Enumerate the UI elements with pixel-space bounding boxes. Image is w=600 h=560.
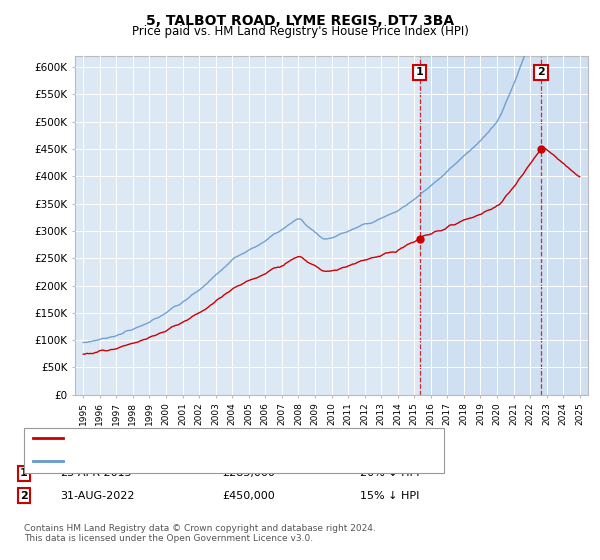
Text: 31-AUG-2022: 31-AUG-2022	[60, 491, 134, 501]
Text: 1: 1	[416, 67, 424, 77]
Text: 5, TALBOT ROAD, LYME REGIS, DT7 3BA (detached house): 5, TALBOT ROAD, LYME REGIS, DT7 3BA (det…	[69, 433, 370, 444]
Text: 23-APR-2015: 23-APR-2015	[60, 468, 131, 478]
Text: £450,000: £450,000	[222, 491, 275, 501]
Text: Price paid vs. HM Land Registry's House Price Index (HPI): Price paid vs. HM Land Registry's House …	[131, 25, 469, 38]
Text: Contains HM Land Registry data © Crown copyright and database right 2024.
This d: Contains HM Land Registry data © Crown c…	[24, 524, 376, 543]
Text: £285,000: £285,000	[222, 468, 275, 478]
Bar	[420, 56, 588, 395]
Text: 15% ↓ HPI: 15% ↓ HPI	[360, 491, 419, 501]
Text: 1: 1	[20, 468, 28, 478]
Text: HPI: Average price, detached house, Dorset: HPI: Average price, detached house, Dors…	[69, 456, 296, 466]
Text: 20% ↓ HPI: 20% ↓ HPI	[360, 468, 419, 478]
Text: 2: 2	[537, 67, 545, 77]
Text: 2: 2	[20, 491, 28, 501]
Text: 5, TALBOT ROAD, LYME REGIS, DT7 3BA: 5, TALBOT ROAD, LYME REGIS, DT7 3BA	[146, 14, 454, 28]
